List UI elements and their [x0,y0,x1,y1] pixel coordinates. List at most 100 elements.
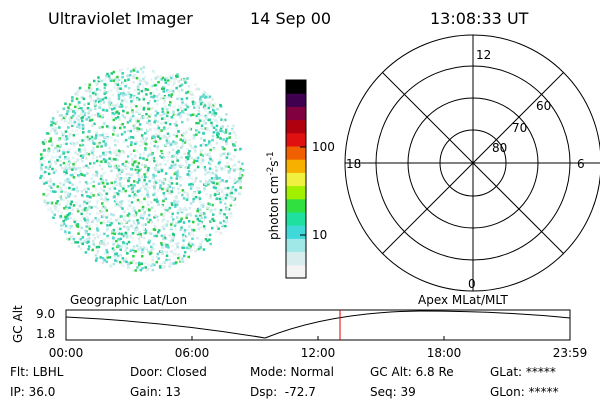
pixel [117,154,121,157]
pixel [122,82,125,85]
pixel [64,205,68,208]
pixel [176,211,180,215]
pixel [197,129,200,132]
pixel [154,174,158,178]
pixel [203,187,206,190]
pixel [114,204,117,208]
pixel [142,106,146,110]
pixel [49,189,52,193]
pixel [148,179,151,183]
pixel [153,210,157,213]
pixel [114,104,117,108]
info-field: Door: Closed [130,365,207,379]
pixel [162,96,166,100]
pixel [96,172,99,175]
pixel [163,94,166,98]
pixel [220,168,223,172]
pixel [99,89,102,92]
pixel [134,142,137,146]
pixel [156,168,160,171]
pixel [208,152,211,155]
pixel [103,232,106,236]
pixel [113,107,116,110]
pixel [187,228,190,232]
pixel [203,139,206,142]
pixel [74,105,77,109]
pixel [191,185,195,189]
pixel [179,114,183,117]
pixel [189,202,193,205]
pixel [146,200,149,204]
pixel [78,88,81,91]
pixel [186,77,189,80]
pixel [95,170,98,174]
pixel [143,247,146,250]
pixel [162,227,166,231]
pixel [113,163,116,166]
pixel [85,186,89,190]
pixel [80,112,83,115]
pixel [69,173,73,177]
pixel [166,141,169,145]
pixel [120,222,123,225]
pixel [105,133,109,136]
pixel [120,215,123,218]
pixel [141,70,145,74]
pixel [45,181,48,184]
pixel [61,167,64,170]
pixel [191,243,195,246]
pixel [126,207,129,210]
pixel [58,126,61,129]
pixel [188,142,191,146]
pixel [211,203,214,207]
pixel [202,119,206,123]
pixel [166,127,169,131]
pixel [85,190,88,194]
pixel [138,209,141,212]
pixel [170,182,174,185]
pixel [149,249,153,252]
pixel [179,177,183,180]
pixel [207,106,210,110]
pixel [213,208,217,211]
pixel [123,233,126,237]
pixel [134,168,137,171]
pixel [225,142,229,146]
pixel [105,228,109,232]
pixel [184,160,188,163]
pixel [88,83,91,86]
pixel [215,175,218,178]
pixel [205,179,208,183]
pixel [181,139,185,142]
pixel [66,137,69,141]
pixel [154,140,158,144]
pixel [209,157,212,161]
pixel [188,225,191,228]
pixel [126,111,129,115]
pixel [106,72,109,76]
pixel [85,118,88,121]
pixel [179,176,182,179]
pixel [89,181,92,185]
pixel [145,82,148,86]
y-label: GC Alt [11,305,25,343]
pixel [150,84,153,88]
pixel [215,128,218,132]
pixel [86,106,90,110]
pixel [172,262,175,265]
pixel [58,203,61,206]
pixel [97,76,100,79]
unit: s [267,160,281,166]
pixel [139,216,143,219]
pixel [239,180,242,183]
pixel [148,186,151,189]
pixel [152,193,155,197]
pixel [168,262,172,266]
pixel [69,203,73,206]
pixel [78,167,82,170]
pixel [71,124,74,127]
pixel [225,140,228,143]
pixel [129,115,132,119]
pixel [175,171,178,174]
pixel [203,102,206,105]
